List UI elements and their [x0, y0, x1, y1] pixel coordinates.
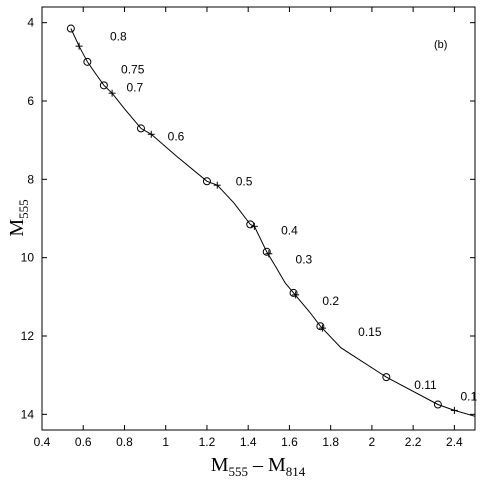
x-tick-label: 2.2 [405, 435, 422, 449]
mass-label: 0.2 [322, 294, 339, 308]
y-tick-label: 4 [27, 16, 34, 30]
mass-label: 0.7 [126, 80, 143, 94]
mass-label: 0.8 [110, 29, 127, 43]
plus-marker [213, 181, 221, 189]
circle-marker [316, 322, 325, 331]
circle-marker [289, 288, 298, 297]
circle-marker [262, 247, 271, 256]
x-tick-label: 0.8 [116, 435, 133, 449]
x-tick-label: 1.6 [281, 435, 298, 449]
plus-marker [250, 222, 258, 230]
y-tick-label: 8 [27, 172, 34, 186]
circle-marker [202, 177, 211, 186]
mass-label: 0.4 [281, 223, 298, 237]
x-tick-label: 0.4 [34, 435, 51, 449]
x-tick-label: 1.8 [322, 435, 339, 449]
x-tick-label: 1.4 [240, 435, 257, 449]
plus-marker [292, 291, 300, 299]
circle-marker [246, 220, 255, 229]
y-tick-label: 12 [21, 329, 35, 343]
axis-ticks [41, 7, 475, 430]
mass-label: 0.6 [168, 129, 185, 143]
mass-label: 0.3 [296, 253, 313, 267]
x-tick-label: 1.2 [199, 435, 216, 449]
x-tick-label: 1 [162, 435, 169, 449]
mass-label: 0.75 [121, 63, 145, 77]
plus-marker [147, 130, 155, 138]
plus-marker [318, 324, 326, 332]
x-tick-label: 0.6 [75, 435, 92, 449]
circle-marker [433, 400, 442, 409]
x-tick-labels: 0.4 0.6 0.8 1 1.2 1.4 1.6 1.8 2 2.2 2.4 [34, 435, 463, 449]
mass-label: 0.1 [460, 390, 477, 404]
isochrone-line [70, 28, 476, 417]
plus-marker [265, 250, 273, 258]
y-tick-labels: 4 6 8 10 12 14 [21, 16, 35, 422]
y-tick-label: 6 [27, 94, 34, 108]
x-tick-label: 2.4 [446, 435, 463, 449]
mass-label: 0.5 [236, 174, 253, 188]
x-axis-title: M555 – M814 [211, 454, 306, 479]
isochrone-curve-layer [70, 28, 476, 417]
mass-label: 0.11 [414, 378, 437, 392]
y-axis-title: M555 [6, 199, 31, 236]
circle-marker [382, 373, 391, 382]
circle-marker [136, 124, 145, 133]
y-tick-label: 14 [21, 407, 35, 421]
x-tick-label: 2 [369, 435, 376, 449]
plus-marker [108, 89, 116, 97]
plus-marker [75, 42, 83, 50]
plus-marker [450, 406, 458, 414]
mass-annotations: 0.8 0.75 0.7 0.6 0.5 0.4 0.3 0.2 0.15 0.11 0.1 [110, 29, 478, 403]
circle-marker [99, 81, 108, 90]
y-tick-label: 10 [21, 251, 35, 265]
circle-marker [66, 24, 75, 33]
panel-label: (b) [434, 39, 447, 51]
plot-frame [41, 6, 476, 431]
mass-label: 0.15 [358, 325, 382, 339]
marker-layer [66, 24, 458, 414]
circle-marker [83, 57, 92, 66]
